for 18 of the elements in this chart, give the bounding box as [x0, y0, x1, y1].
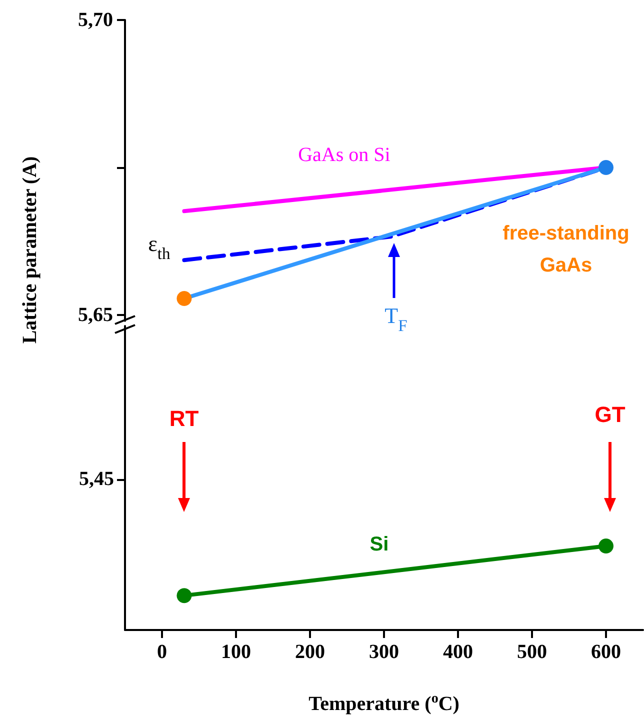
series-label: Si — [370, 534, 389, 556]
x-tick-label: 400 — [443, 641, 473, 663]
x-tick-label: 600 — [591, 641, 621, 663]
x-tick-label: 500 — [517, 641, 547, 663]
text: GT — [594, 402, 626, 427]
x-tick-label: 200 — [295, 641, 325, 663]
x-tick-label: 100 — [221, 641, 251, 663]
text: 5,45 — [79, 468, 114, 490]
series-label: free-standing GaAs — [502, 222, 630, 276]
x-tick-label: 300 — [369, 641, 399, 663]
y-axis-title: Lattice parameter (A) — [19, 156, 41, 344]
text: RT — [169, 406, 200, 431]
y-tick-label: 5,70 — [78, 9, 113, 31]
series-label: GaAs on Si — [298, 144, 391, 166]
annotation: T$_{F}$ — [384, 303, 408, 336]
y-tick-label: 5,65 — [78, 304, 113, 326]
series-label: ε$_{th}$ — [148, 231, 171, 264]
x-tick-label: 0 — [157, 641, 167, 663]
